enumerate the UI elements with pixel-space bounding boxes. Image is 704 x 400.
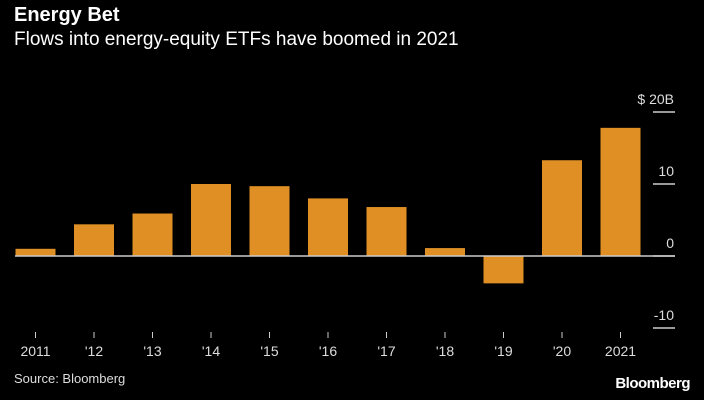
x-tick-label: '19 — [494, 343, 512, 359]
bar-2021 — [600, 127, 641, 256]
x-tick-label: '18 — [436, 343, 454, 359]
bar-20 — [542, 160, 582, 256]
x-tick-label: '17 — [377, 343, 395, 359]
y-tick-label: -10 — [654, 307, 674, 323]
x-tick-label: 2021 — [605, 343, 636, 359]
y-tick-label: 0 — [666, 235, 674, 251]
x-tick-label: '13 — [143, 343, 161, 359]
x-tick-label: '20 — [553, 343, 571, 359]
bar-19 — [483, 256, 524, 284]
chart-subtitle: Flows into energy-equity ETFs have boome… — [14, 29, 459, 50]
source-note: Source: Bloomberg — [14, 371, 126, 386]
x-tick-label: '16 — [319, 343, 337, 359]
x-tick-label: '15 — [260, 343, 278, 359]
y-tick-label: 10 — [658, 163, 674, 179]
y-tick-label: $ 20B — [637, 91, 674, 107]
x-tick-label: '14 — [202, 343, 220, 359]
bar-16 — [308, 198, 348, 256]
bar-15 — [249, 186, 290, 256]
bar-18 — [425, 248, 465, 256]
bar-13 — [132, 213, 173, 256]
bar-17 — [366, 207, 407, 256]
x-tick-label: 2011 — [20, 343, 50, 359]
bar-2011 — [15, 248, 56, 256]
bar-14 — [191, 184, 231, 256]
x-tick-label: '12 — [85, 343, 103, 359]
bloomberg-logo: Bloomberg — [615, 375, 690, 392]
bar-12 — [74, 224, 114, 256]
chart-title: Energy Bet — [14, 4, 120, 26]
